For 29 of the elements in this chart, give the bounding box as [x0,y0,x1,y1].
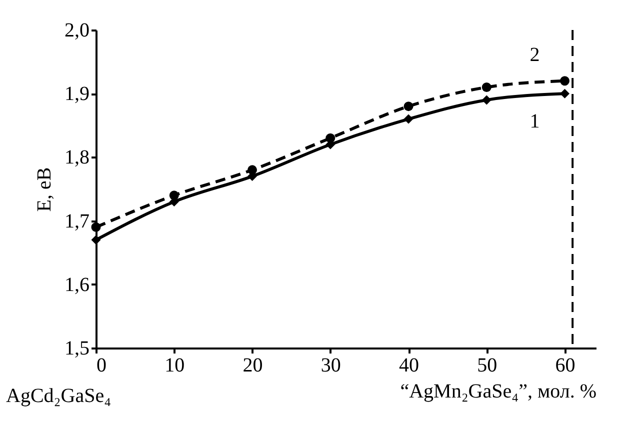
x-tick-label: 30 [320,354,341,376]
y-tick-label: 1,7 [64,210,90,232]
series-label: 1 [530,110,540,133]
point [91,235,101,245]
y-tick-label: 1,9 [64,83,90,106]
point [560,88,570,98]
text: AgCd₂GaSe₄ [6,385,112,407]
point [560,76,570,86]
x-tick-label: 20 [242,354,263,376]
y-tick-label: 1,5 [64,338,90,360]
x-tick-label: 60 [555,354,576,376]
point [404,114,414,124]
y-axis-title: E, eB [34,167,56,212]
point [482,82,492,92]
series-label: 2 [530,44,540,66]
point [91,222,101,232]
point [326,133,336,143]
point [248,165,257,175]
y-tick-label: 1,8 [64,146,90,169]
y-tick-label: 1,6 [64,274,90,296]
x-tick-label: 10 [164,354,185,376]
point [404,102,414,112]
x-tick-label: 0 [96,354,106,376]
x-tick-label: 40 [399,354,419,376]
x-tick-label: 50 [477,354,498,376]
y-tick-label: 2,0 [64,20,90,42]
point [169,190,179,200]
x-axis-title: “AgMn₂GaSe₄”, мол. % [400,380,596,402]
point [482,95,492,105]
